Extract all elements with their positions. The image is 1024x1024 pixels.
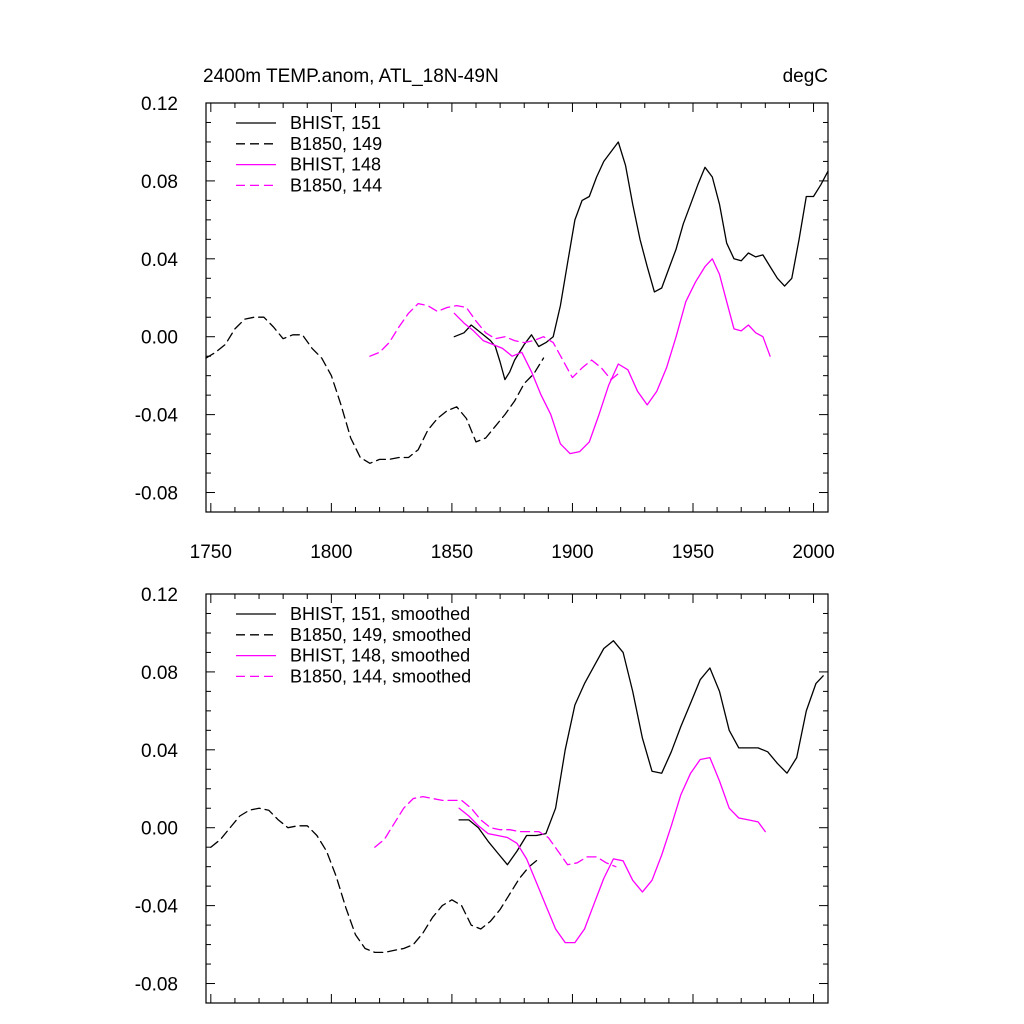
panel-top-legend-label: B1850, 144 (290, 175, 382, 195)
panel-top-xtick-label: 1850 (431, 542, 473, 563)
panel-top-xtick-label: 1900 (551, 542, 593, 563)
panel-top-ytick-label: -0.04 (135, 406, 179, 427)
panel-bottom-series-line (458, 756, 766, 944)
panel-top-ytick-label: -0.08 (135, 484, 178, 505)
panel-bottom-series-line (458, 640, 824, 866)
panel-bottom-legend-label: B1850, 149, smoothed (290, 625, 471, 645)
panel-top-series-line (205, 316, 545, 464)
panel-bottom-ytick-label: -0.08 (135, 975, 178, 996)
panel-top-series-line (453, 141, 829, 381)
panel-bottom-legend-label: BHIST, 148, smoothed (290, 646, 470, 666)
panel-bottom-legend-label: BHIST, 151, smoothed (290, 604, 470, 624)
panel-top-xtick-label: 1750 (190, 542, 232, 563)
units-label: degC (783, 66, 828, 87)
panel-top-legend-label: BHIST, 151 (290, 113, 381, 133)
panel-top-ytick-label: 0.04 (141, 250, 178, 271)
panel-top-xtick-label: 1950 (672, 542, 714, 563)
panel-bottom-ytick-label: 0.00 (141, 819, 178, 840)
panel-top-series-line (453, 258, 771, 455)
panel-bottom-ytick-label: -0.04 (135, 897, 179, 918)
panel-bottom-legend-label: B1850, 144, smoothed (290, 666, 471, 686)
panel-top-ytick-label: 0.12 (141, 94, 178, 115)
panel-top-plot-frame (205, 102, 829, 513)
panel-bottom-series-line (210, 807, 540, 954)
panel-top-xtick-label: 2000 (792, 542, 834, 563)
panel-top-legend-label: BHIST, 148 (290, 155, 381, 175)
panel-bottom-plot-frame (205, 593, 829, 1004)
panel-top-ytick-label: 0.08 (141, 172, 178, 193)
panel-top-legend-label: B1850, 149 (290, 134, 382, 154)
chart-title: 2400m TEMP.anom, ATL_18N-49N (203, 66, 499, 87)
panel-bottom-ytick-label: 0.08 (141, 663, 178, 684)
panel-bottom-ytick-label: 0.12 (141, 585, 178, 606)
panel-top-xtick-label: 1800 (310, 542, 352, 563)
panel-bottom-ytick-label: 0.04 (141, 741, 178, 762)
panel-bottom-series-line (374, 795, 617, 868)
panel-top-series-line (369, 302, 622, 381)
panel-top-ytick-label: 0.00 (141, 328, 178, 349)
